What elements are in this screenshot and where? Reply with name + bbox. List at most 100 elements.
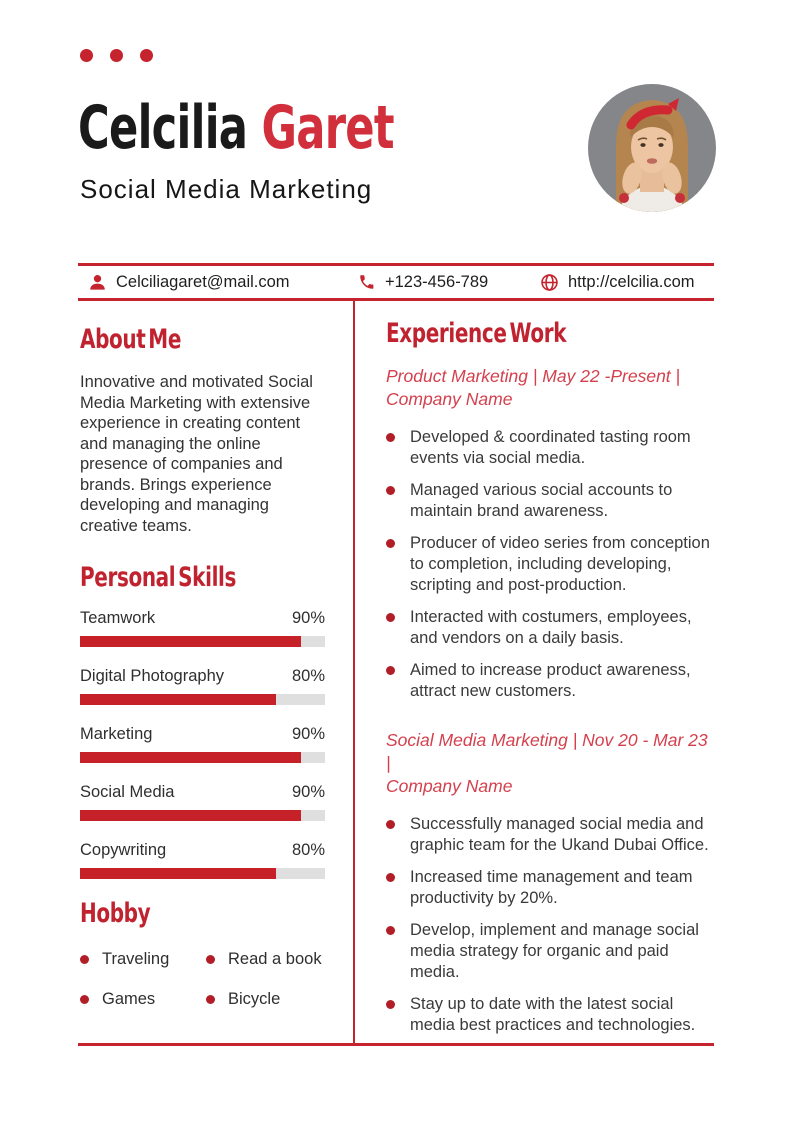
hobby-item: Traveling xyxy=(80,950,206,969)
hobby-list: Traveling Read a book Games Bicycle xyxy=(80,950,325,1009)
job-title-line: Social Media Marketing | Nov 20 - Mar 23… xyxy=(386,730,708,796)
bullet-dot-icon xyxy=(386,666,395,675)
skill-bar-track xyxy=(80,694,325,705)
bullet-item: Aimed to increase product awareness, att… xyxy=(386,660,717,702)
phone-text: +123-456-789 xyxy=(385,272,489,291)
skill-item: Teamwork 90% xyxy=(80,608,325,647)
job-bullets: Developed & coordinated tasting room eve… xyxy=(386,427,717,702)
bullet-item: Increased time management and team produ… xyxy=(386,867,717,909)
skill-bar-track xyxy=(80,752,325,763)
skill-percent: 80% xyxy=(291,667,325,685)
email-text: Celciliagaret@mail.com xyxy=(116,272,290,291)
bullet-item: Successfully managed social media and gr… xyxy=(386,814,717,856)
bullet-dot-icon xyxy=(206,995,215,1004)
about-me-text: Innovative and motivated Social Media Ma… xyxy=(80,373,313,535)
hobby-label: Games xyxy=(102,990,156,1008)
skill-bar-track xyxy=(80,636,325,647)
bullet-item: Producer of video series from conception… xyxy=(386,533,717,596)
skill-bar-track xyxy=(80,868,325,879)
person-icon xyxy=(90,274,105,290)
bullet-dot-icon xyxy=(386,926,395,935)
skill-bar-fill xyxy=(80,810,301,821)
skills-list: Teamwork 90% Digital Photography 80% xyxy=(80,608,325,879)
jobs-list: Product Marketing | May 22 -Present | Co… xyxy=(386,365,717,1036)
bullet-item: Stay up to date with the latest social m… xyxy=(386,994,717,1036)
contact-website[interactable]: http://celcilia.com xyxy=(540,266,695,298)
bullet-text: Managed various social accounts to maint… xyxy=(410,481,673,520)
skill-item: Social Media 90% xyxy=(80,782,325,821)
bullet-dot-icon xyxy=(206,955,215,964)
bullet-text: Stay up to date with the latest social m… xyxy=(410,995,696,1034)
experience-heading: Experience Work xyxy=(386,318,567,349)
bullet-text: Successfully managed social media and gr… xyxy=(410,815,709,854)
skill-item: Marketing 90% xyxy=(80,724,325,763)
globe-icon xyxy=(541,273,558,291)
skill-bar-track xyxy=(80,810,325,821)
bullet-text: Producer of video series from conception… xyxy=(410,534,710,594)
first-name: Celcilia xyxy=(78,93,248,163)
hobby-item: Read a book xyxy=(206,950,325,969)
hobby-label: Bicycle xyxy=(228,990,281,1008)
contact-bar: Celciliagaret@mail.com +123-456-789 http… xyxy=(78,263,714,301)
bottom-rule xyxy=(78,1043,714,1046)
right-column: Experience Work Product Marketing | May … xyxy=(386,318,717,1047)
bullet-dot-icon xyxy=(386,1000,395,1009)
red-dot xyxy=(110,49,123,62)
bullet-dot-icon xyxy=(386,613,395,622)
skill-label: Marketing xyxy=(80,725,153,743)
skill-item: Copywriting 80% xyxy=(80,840,325,879)
phone-icon xyxy=(360,275,374,289)
job-bullets: Successfully managed social media and gr… xyxy=(386,814,717,1036)
bullet-item: Developed & coordinated tasting room eve… xyxy=(386,427,717,469)
hobby-item: Games xyxy=(80,990,206,1009)
job-title-line: Product Marketing | May 22 -Present | Co… xyxy=(386,366,681,409)
bullet-text: Increased time management and team produ… xyxy=(410,868,693,907)
contact-email[interactable]: Celciliagaret@mail.com xyxy=(88,266,290,298)
hobby-item: Bicycle xyxy=(206,990,325,1009)
dots-decoration xyxy=(80,49,153,62)
bullet-item: Develop, implement and manage social med… xyxy=(386,920,717,983)
skill-percent: 90% xyxy=(291,725,325,743)
skill-bar-fill xyxy=(80,694,276,705)
red-dot xyxy=(140,49,153,62)
about-me-heading: About Me xyxy=(80,324,181,355)
bullet-item: Managed various social accounts to maint… xyxy=(386,480,717,522)
bullet-item: Interacted with costumers, employees, an… xyxy=(386,607,717,649)
profile-photo xyxy=(588,84,716,212)
hobby-heading: Hobby xyxy=(80,898,151,929)
red-dot xyxy=(80,49,93,62)
website-text: http://celcilia.com xyxy=(568,272,695,291)
job-title-subtitle: Social Media Marketing xyxy=(80,174,373,204)
job-entry: Product Marketing | May 22 -Present | Co… xyxy=(386,365,717,702)
skill-percent: 90% xyxy=(291,783,325,801)
bullet-text: Interacted with costumers, employees, an… xyxy=(410,608,692,647)
left-column: About Me Innovative and motivated Social… xyxy=(80,318,325,1009)
bullet-text: Develop, implement and manage social med… xyxy=(410,921,699,981)
column-divider xyxy=(353,301,355,1043)
bullet-dot-icon xyxy=(80,955,89,964)
personal-skills-heading: Personal Skills xyxy=(80,562,237,593)
person-name: Celcilia Garet xyxy=(78,92,395,164)
bullet-dot-icon xyxy=(386,433,395,442)
bullet-dot-icon xyxy=(386,820,395,829)
bullet-dot-icon xyxy=(80,995,89,1004)
bullet-dot-icon xyxy=(386,539,395,548)
skill-label: Copywriting xyxy=(80,841,167,859)
bullet-dot-icon xyxy=(386,873,395,882)
bullet-dot-icon xyxy=(386,486,395,495)
skill-percent: 90% xyxy=(291,609,325,627)
last-name: Garet xyxy=(261,93,395,163)
skill-label: Teamwork xyxy=(80,609,156,627)
bullet-text: Aimed to increase product awareness, att… xyxy=(410,661,691,700)
skill-bar-fill xyxy=(80,752,301,763)
skill-item: Digital Photography 80% xyxy=(80,666,325,705)
job-entry: Social Media Marketing | Nov 20 - Mar 23… xyxy=(386,729,717,1036)
contact-phone[interactable]: +123-456-789 xyxy=(358,266,488,298)
skill-percent: 80% xyxy=(291,841,325,859)
bullet-text: Developed & coordinated tasting room eve… xyxy=(410,428,691,467)
skill-label: Social Media xyxy=(80,783,175,801)
skill-bar-fill xyxy=(80,868,276,879)
hobby-label: Traveling xyxy=(102,950,170,968)
skill-label: Digital Photography xyxy=(80,667,225,685)
